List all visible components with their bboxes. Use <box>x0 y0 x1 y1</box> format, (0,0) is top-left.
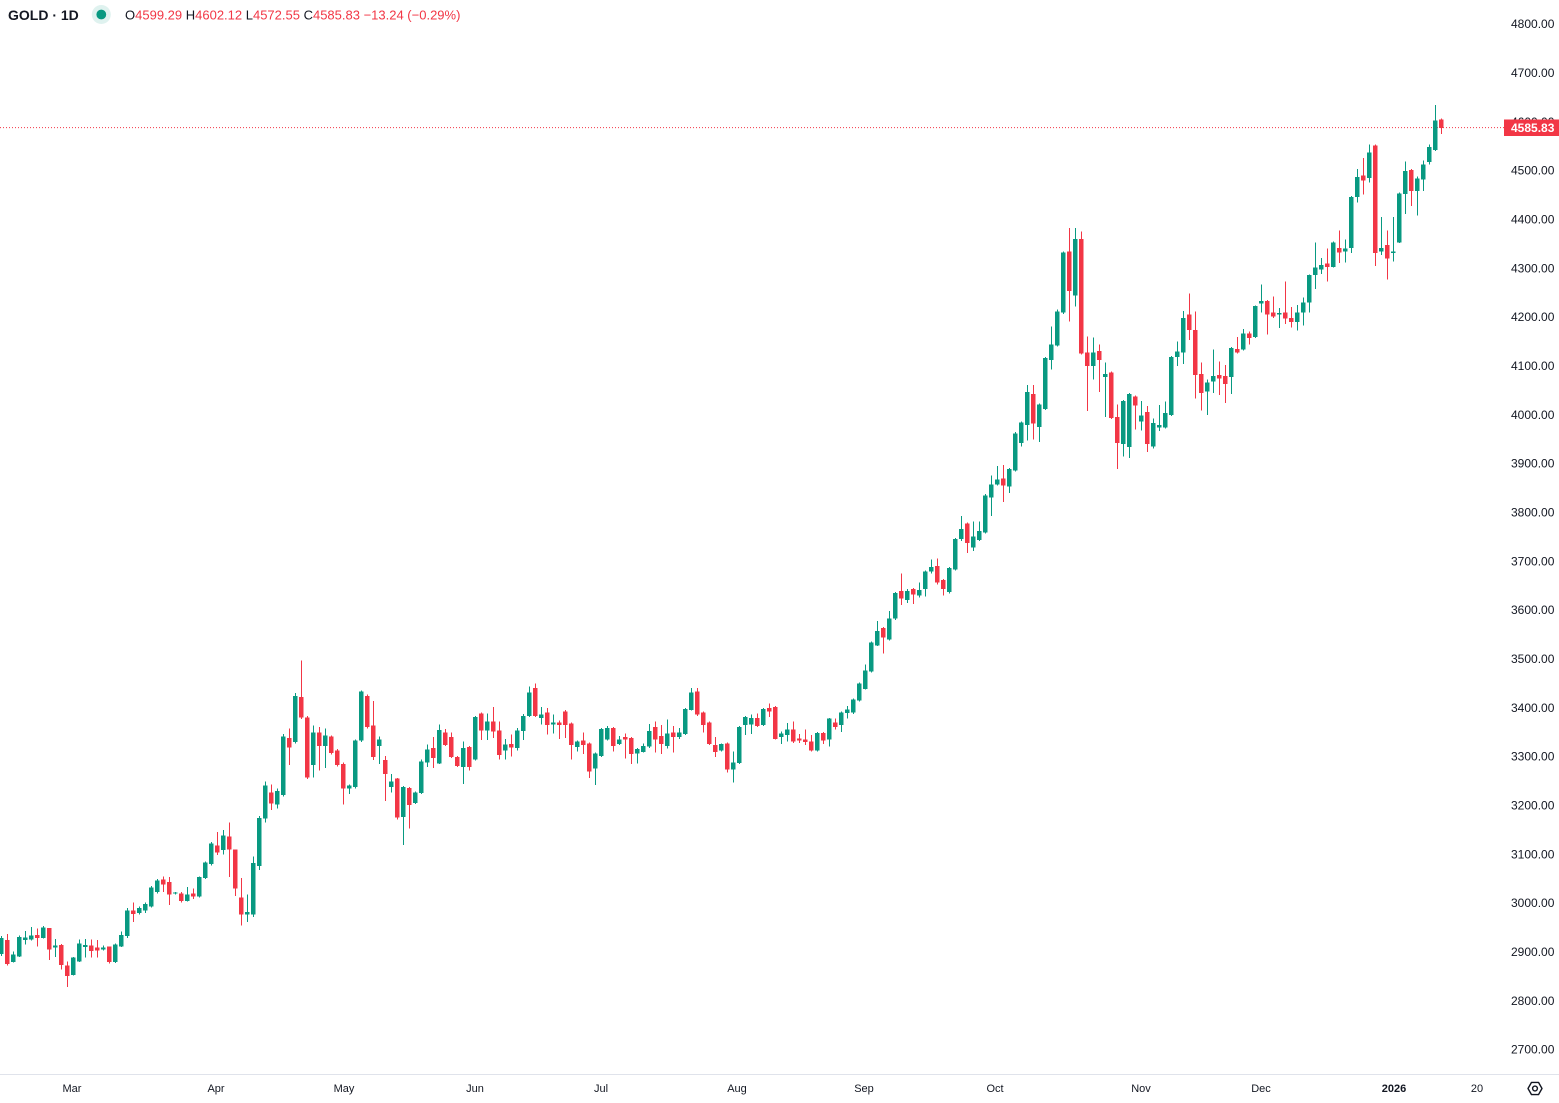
svg-text:2700.00: 2700.00 <box>1511 1043 1555 1057</box>
svg-text:3000.00: 3000.00 <box>1511 896 1555 910</box>
svg-text:3700.00: 3700.00 <box>1511 554 1555 568</box>
svg-text:4800.00: 4800.00 <box>1511 17 1555 31</box>
svg-text:3200.00: 3200.00 <box>1511 798 1555 812</box>
svg-text:4000.00: 4000.00 <box>1511 408 1555 422</box>
svg-text:4700.00: 4700.00 <box>1511 66 1555 80</box>
svg-text:4200.00: 4200.00 <box>1511 310 1555 324</box>
svg-text:2026: 2026 <box>1382 1083 1406 1095</box>
svg-text:Oct: Oct <box>986 1083 1003 1095</box>
svg-text:3800.00: 3800.00 <box>1511 506 1555 520</box>
svg-text:Dec: Dec <box>1251 1083 1271 1095</box>
svg-text:Mar: Mar <box>63 1083 82 1095</box>
svg-text:O4599.29 H4602.12 L4572.55 C45: O4599.29 H4602.12 L4572.55 C4585.83 −13.… <box>125 8 460 23</box>
svg-text:Sep: Sep <box>854 1083 874 1095</box>
svg-text:Apr: Apr <box>207 1083 224 1095</box>
svg-text:4500.00: 4500.00 <box>1511 164 1555 178</box>
svg-text:4400.00: 4400.00 <box>1511 213 1555 227</box>
svg-text:4585.83: 4585.83 <box>1511 121 1555 135</box>
svg-text:3400.00: 3400.00 <box>1511 701 1555 715</box>
svg-text:3100.00: 3100.00 <box>1511 847 1555 861</box>
svg-text:4300.00: 4300.00 <box>1511 261 1555 275</box>
svg-text:20: 20 <box>1471 1083 1483 1095</box>
svg-text:2800.00: 2800.00 <box>1511 994 1555 1008</box>
svg-text:3900.00: 3900.00 <box>1511 457 1555 471</box>
svg-text:Jul: Jul <box>594 1083 608 1095</box>
svg-text:3500.00: 3500.00 <box>1511 652 1555 666</box>
svg-text:May: May <box>334 1083 355 1095</box>
svg-text:Jun: Jun <box>466 1083 484 1095</box>
svg-text:Aug: Aug <box>727 1083 747 1095</box>
svg-text:3300.00: 3300.00 <box>1511 750 1555 764</box>
svg-text:3600.00: 3600.00 <box>1511 603 1555 617</box>
svg-text:2900.00: 2900.00 <box>1511 945 1555 959</box>
svg-text:Nov: Nov <box>1131 1083 1151 1095</box>
svg-text:GOLD · 1D: GOLD · 1D <box>8 7 79 23</box>
svg-text:4100.00: 4100.00 <box>1511 359 1555 373</box>
